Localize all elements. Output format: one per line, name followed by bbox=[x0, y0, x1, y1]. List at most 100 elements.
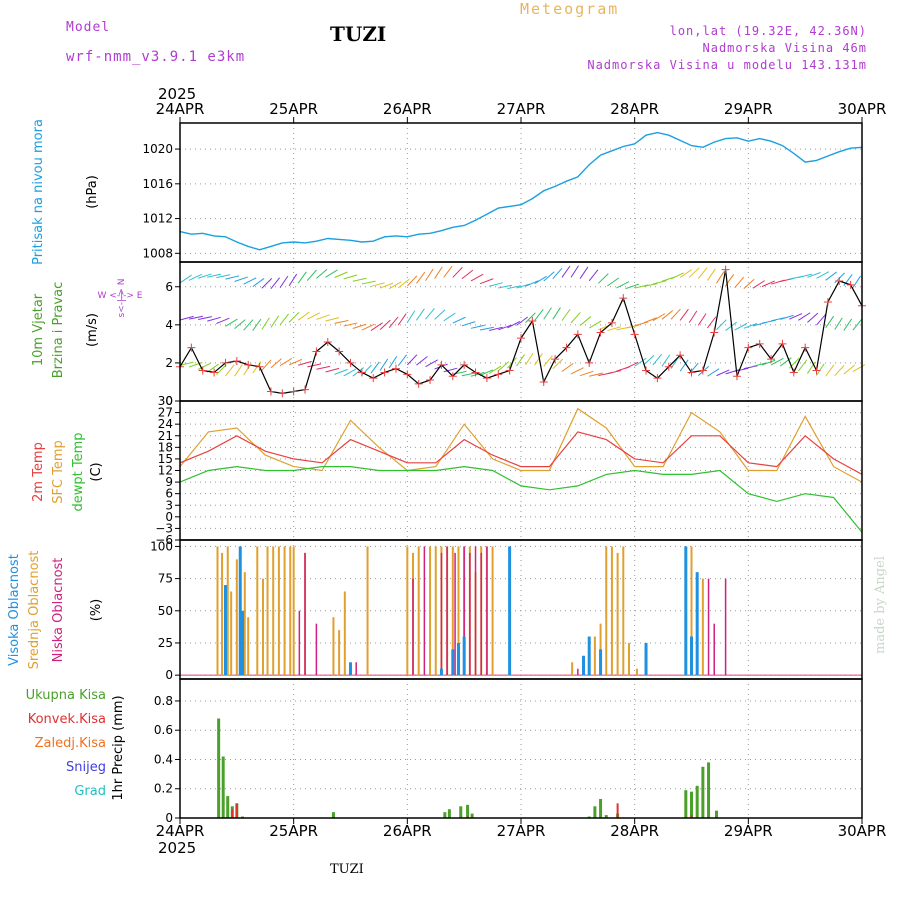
gust-marker bbox=[335, 347, 344, 356]
total-precip-bar bbox=[221, 756, 225, 818]
gust-marker bbox=[789, 368, 798, 377]
wind-arrow bbox=[234, 319, 246, 330]
low-cloud-bar bbox=[707, 578, 710, 676]
wind-arrow bbox=[552, 267, 563, 280]
wind-arrow bbox=[661, 310, 674, 320]
gust-marker bbox=[210, 368, 219, 377]
x-tick-label-bottom: 25APR bbox=[269, 822, 318, 840]
gust-marker bbox=[607, 318, 616, 327]
low-cloud-bar bbox=[298, 610, 301, 676]
wind-arrow bbox=[734, 322, 748, 331]
wind-arrow bbox=[452, 316, 466, 324]
wind-arrow bbox=[243, 319, 254, 331]
gust-marker bbox=[642, 366, 651, 375]
wind-arrow bbox=[498, 284, 513, 289]
wind-arrow bbox=[288, 311, 300, 323]
wind-arrow bbox=[343, 368, 357, 377]
mid-cloud-bar bbox=[256, 546, 259, 676]
y-tick-label: 0 bbox=[165, 811, 173, 825]
gust-marker bbox=[846, 280, 855, 289]
gust-marker bbox=[232, 357, 241, 366]
wind-arrow bbox=[261, 359, 272, 371]
wind-arrow bbox=[361, 280, 376, 285]
gust-marker bbox=[721, 265, 730, 274]
ylabel-temp-unit: (C) bbox=[89, 462, 104, 481]
wind-arrow bbox=[207, 273, 222, 278]
wind-arrow bbox=[379, 282, 394, 289]
wind-arrow bbox=[498, 324, 512, 331]
wind-arrow bbox=[243, 277, 257, 285]
wind-arrow bbox=[406, 354, 418, 366]
high-cloud-bar bbox=[695, 572, 699, 676]
mid-cloud-bar bbox=[226, 546, 229, 676]
year-label-bottom: 2025 bbox=[158, 839, 196, 857]
pressure-line bbox=[179, 131, 863, 251]
wind-arrow bbox=[406, 310, 416, 323]
y-tick-label: 6 bbox=[165, 487, 173, 501]
mid-cloud-bar bbox=[451, 546, 454, 676]
wind-arrow bbox=[516, 354, 525, 367]
wind-arrow bbox=[734, 276, 745, 289]
wind-arrow bbox=[325, 367, 340, 373]
wind-arrow bbox=[261, 278, 273, 289]
gust-marker bbox=[471, 368, 480, 377]
wind-arrow bbox=[652, 280, 667, 285]
high-cloud-bar bbox=[599, 649, 603, 676]
wind-arrow bbox=[216, 274, 231, 279]
low-cloud-bar bbox=[304, 552, 306, 676]
mid-cloud-bar bbox=[261, 578, 264, 676]
wind-arrow bbox=[507, 321, 521, 329]
gust-marker bbox=[619, 294, 628, 303]
y-tick-label: 0.4 bbox=[154, 752, 173, 766]
y-tick-label: 27 bbox=[158, 406, 173, 420]
wind-arrow bbox=[570, 312, 581, 324]
gust-marker bbox=[460, 360, 469, 369]
wind-arrow bbox=[388, 316, 399, 329]
wind-arrow bbox=[643, 354, 655, 366]
wind-arrow bbox=[279, 313, 290, 326]
low-cloud-bar bbox=[423, 546, 426, 676]
wind-arrow bbox=[543, 355, 553, 367]
gust-marker bbox=[505, 366, 514, 375]
mid-cloud-bar bbox=[605, 546, 608, 676]
precip-legend-item: Snijeg bbox=[66, 760, 106, 775]
wind-arrow bbox=[279, 357, 293, 367]
y-tick-label: 0.8 bbox=[154, 694, 173, 708]
wind-arrow bbox=[397, 354, 408, 367]
wind-arrow bbox=[752, 362, 767, 367]
gust-marker bbox=[391, 364, 400, 373]
temp2m-line bbox=[179, 431, 863, 475]
gust-marker bbox=[426, 376, 435, 385]
wind-arrow bbox=[443, 367, 458, 373]
wind-arrow bbox=[179, 361, 194, 366]
wind-arrow bbox=[261, 317, 270, 330]
wind-arrow bbox=[270, 315, 280, 328]
wind-arrow bbox=[697, 267, 708, 279]
mid-cloud-bar bbox=[635, 668, 638, 676]
wind-direction-side: s<-|-> N bbox=[117, 279, 127, 318]
mid-cloud-bar bbox=[243, 572, 246, 676]
wind-arrow bbox=[643, 317, 657, 324]
ylabel-precip: 1hr Precip (mm) bbox=[111, 695, 126, 800]
wind-arrow bbox=[761, 359, 776, 366]
high-cloud-bar bbox=[508, 546, 512, 676]
wind-arrow bbox=[470, 324, 485, 329]
mid-cloud-bar bbox=[457, 546, 460, 676]
model-name: wrf-nmm_v3.9.1 e3km bbox=[66, 49, 246, 65]
x-tick-label-bottom: 29APR bbox=[724, 822, 773, 840]
wind-arrow bbox=[807, 361, 816, 374]
wind-arrow bbox=[198, 273, 212, 279]
lonlat: lon,lat (19.32E, 42.36N) bbox=[669, 24, 867, 38]
wind-arrow bbox=[652, 353, 663, 366]
wind-arrow bbox=[443, 265, 453, 278]
ylabel-pressure-unit: (hPa) bbox=[85, 175, 100, 209]
y-tick-label: 0.6 bbox=[154, 723, 173, 737]
wind-arrow bbox=[716, 271, 725, 284]
high-cloud-bar bbox=[456, 642, 460, 676]
wind-arrow bbox=[434, 266, 443, 279]
low-cloud-bar bbox=[486, 546, 488, 676]
wind-arrow bbox=[334, 320, 349, 324]
wind-arrow bbox=[570, 265, 580, 278]
x-tick-label-top: 24APR bbox=[156, 100, 205, 118]
wind-arrow bbox=[770, 357, 784, 366]
